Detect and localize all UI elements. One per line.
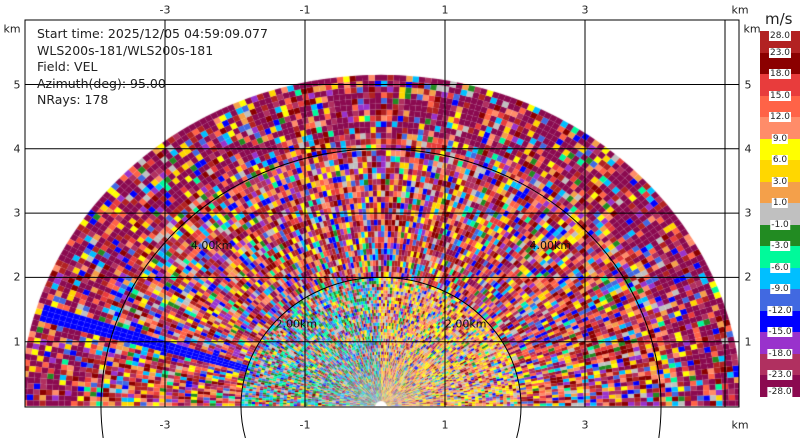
colorbar-tick-label: 3.0 (771, 176, 789, 187)
colorbar-segment (760, 74, 800, 97)
x-tick-label-bottom: 1 (441, 418, 449, 432)
colorbar-tick-label: -23.0 (767, 370, 793, 381)
colorbar-segment (760, 353, 800, 376)
colorbar-tick-label: 12.0 (768, 112, 792, 123)
x-tick-label-top: -3 (159, 3, 171, 17)
colorbar: 28.0 23.0 18.0 15.0 12.0 9.0 6.0 3.0 1.0 -1.0 -3.0… (760, 31, 800, 398)
y-unit-label-left: km (3, 22, 21, 36)
colorbar-tick-label: -1.0 (770, 219, 790, 230)
range-ring-label: 2.00km (276, 317, 318, 330)
y-tick-label-right: 2 (744, 270, 752, 284)
colorbar-segment (760, 117, 800, 140)
colorbar-segment (760, 181, 800, 204)
colorbar-segment (760, 267, 800, 290)
axes-frame (24, 19, 740, 408)
range-ring (100, 148, 662, 438)
info-nrays: NRays: 178 (37, 92, 109, 107)
colorbar-segment (760, 138, 800, 161)
info-azimuth: Azimuth(deg): 95.00 (37, 75, 166, 91)
colorbar-tick-label: 9.0 (771, 133, 789, 144)
range-ring-label: 4.00km (191, 239, 233, 252)
y-tick-label-left: 1 (13, 335, 21, 349)
x-tick-label-top: -1 (299, 3, 311, 17)
colorbar-tick-label: -9.0 (770, 284, 790, 295)
colorbar-segment (760, 310, 800, 333)
x-tick-label-bottom: -1 (299, 418, 311, 432)
colorbar-tick-label: -3.0 (770, 241, 790, 252)
colorbar-segment (760, 289, 800, 312)
colorbar-segment (760, 332, 800, 355)
colorbar-tick-label: -15.0 (767, 327, 793, 338)
colorbar-segment (760, 203, 800, 226)
colorbar-segment (760, 246, 800, 269)
info-instrument: WLS200s-181/WLS200s-181 (37, 42, 214, 58)
colorbar-title: m/s (765, 10, 793, 28)
colorbar-tick-label: 1.0 (771, 198, 789, 209)
range-ring-label: 4.00km (530, 239, 572, 252)
colorbar-tick-label: 28.0 (768, 31, 792, 41)
y-tick-label-left: 2 (13, 270, 21, 284)
colorbar-segment (760, 160, 800, 183)
y-tick-label-left: 5 (13, 78, 21, 91)
range-ring (240, 276, 522, 438)
info-field: Field: VEL (37, 59, 98, 74)
range-ring-label: 2.00km (445, 317, 487, 330)
y-tick-label-left: 4 (13, 142, 21, 156)
info-annotation: Start time: 2025/12/05 04:59:09.077 WLS2… (37, 26, 268, 109)
colorbar-tick-label: 6.0 (771, 155, 789, 166)
x-tick-label-bottom: 3 (581, 418, 589, 432)
colorbar-tick-label: -12.0 (767, 305, 793, 316)
y-unit-label-right: km (743, 22, 761, 36)
colorbar-tick-label: 23.0 (768, 47, 792, 58)
colorbar-tick-label: -28.0 (767, 387, 793, 397)
y-tick-label-right: 3 (744, 206, 752, 220)
y-tick-label-left: 3 (13, 206, 21, 220)
info-start-time: Start time: 2025/12/05 04:59:09.077 (37, 26, 268, 41)
colorbar-tick-label: -18.0 (767, 348, 793, 359)
y-tick-label-right: 4 (744, 142, 752, 156)
x-unit-label-top: km (731, 3, 749, 17)
colorbar-tick-label: 15.0 (768, 90, 792, 101)
x-unit-label-bottom: km (731, 418, 749, 432)
colorbar-tick-label: 18.0 (768, 69, 792, 80)
y-tick-label-right: 1 (744, 335, 752, 349)
x-tick-label-bottom: -3 (159, 418, 171, 432)
x-tick-label-top: 1 (441, 3, 449, 17)
x-tick-label-top: 3 (581, 3, 589, 17)
y-tick-label-right: 5 (744, 78, 752, 91)
colorbar-segment (760, 95, 800, 118)
colorbar-segment (760, 52, 800, 75)
colorbar-segment (760, 224, 800, 247)
colorbar-tick-label: -6.0 (770, 262, 790, 273)
